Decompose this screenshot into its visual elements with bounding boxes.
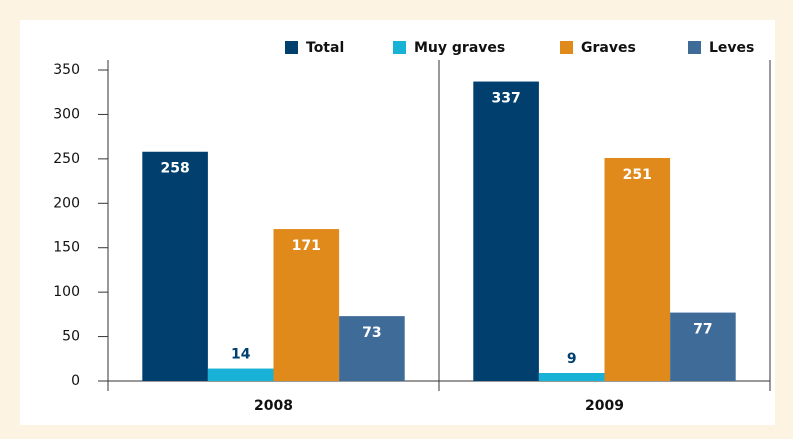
value-label: 14 xyxy=(231,347,251,363)
x-tick-label: 2008 xyxy=(254,398,293,414)
value-label: 251 xyxy=(623,167,652,183)
y-tick-label: 350 xyxy=(53,62,80,78)
value-label: 73 xyxy=(362,325,381,341)
bar xyxy=(473,81,539,382)
legend-swatch xyxy=(393,41,406,54)
y-tick-label: 200 xyxy=(53,195,80,211)
bar xyxy=(142,151,208,381)
bar xyxy=(207,368,274,381)
y-tick-label: 50 xyxy=(62,329,80,345)
y-tick-label: 250 xyxy=(53,151,80,167)
value-label: 9 xyxy=(567,351,577,367)
bar xyxy=(273,229,340,381)
legend-swatch xyxy=(688,41,701,54)
y-tick-label: 300 xyxy=(53,106,80,122)
x-tick-label: 2009 xyxy=(585,398,624,414)
value-label: 258 xyxy=(160,161,189,177)
bar xyxy=(538,373,605,381)
value-label: 77 xyxy=(693,322,712,338)
y-tick-label: 100 xyxy=(53,284,80,300)
legend-label: Leves xyxy=(709,40,754,56)
bar xyxy=(604,157,671,381)
legend-swatch xyxy=(560,41,573,54)
bar xyxy=(339,316,405,381)
value-label: 171 xyxy=(292,238,321,254)
y-tick-label: 0 xyxy=(71,373,80,389)
y-tick-label: 150 xyxy=(53,240,80,256)
legend-label: Graves xyxy=(581,40,636,56)
legend-label: Muy graves xyxy=(414,40,505,56)
bar xyxy=(670,312,736,381)
legend-label: Total xyxy=(306,40,344,56)
legend-swatch xyxy=(285,41,298,54)
value-label: 337 xyxy=(491,91,520,107)
